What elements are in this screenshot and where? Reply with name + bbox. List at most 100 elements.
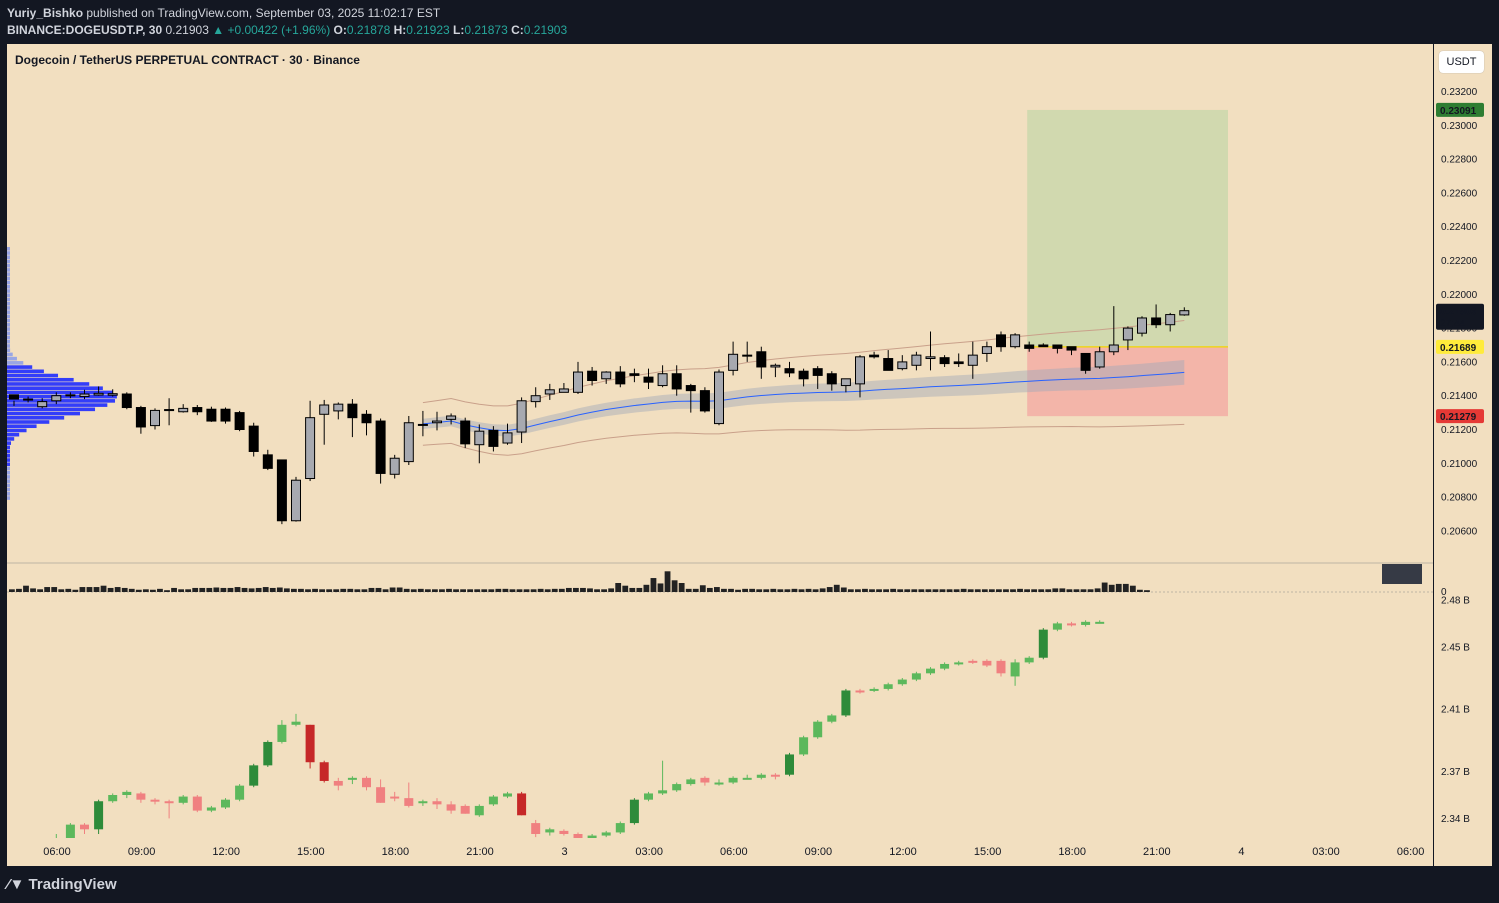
- candle-body: [474, 430, 485, 446]
- tradingview-logo[interactable]: ⁄▼ TradingView: [7, 876, 117, 893]
- volume-bar: [883, 589, 889, 592]
- volume-bar: [241, 587, 248, 592]
- volume-profile-row: [7, 382, 90, 386]
- candle-body: [192, 407, 203, 413]
- volume-bar: [171, 587, 177, 592]
- axis-corner: [1434, 838, 1492, 866]
- volume-bar: [283, 588, 290, 592]
- oi-candle: [756, 774, 766, 778]
- candle-body: [347, 403, 358, 419]
- price-tick-label: 0.20800: [1441, 493, 1478, 504]
- candle-body: [714, 371, 724, 425]
- volume-bar: [1038, 589, 1045, 592]
- volume-bar: [770, 588, 777, 592]
- candle-body: [9, 394, 19, 400]
- volume-bar: [72, 589, 79, 592]
- volume-profile-row: [7, 339, 10, 344]
- price-axis-canvas[interactable]: 0.23200 0.23000 0.22800 0.22600 0.22400 0.222…: [1434, 44, 1492, 838]
- time-tick-label: 18:00: [382, 846, 410, 858]
- volume-bar: [537, 588, 544, 592]
- volume-bar: [608, 588, 615, 592]
- volume-bar: [220, 587, 227, 592]
- oi-candle: [883, 684, 893, 689]
- volume-profile-row: [7, 496, 10, 500]
- volume-profile-row: [7, 280, 10, 285]
- price-tick-label: 0.23000: [1441, 121, 1478, 132]
- currency-button[interactable]: USDT: [1439, 51, 1484, 73]
- candle-body: [629, 373, 640, 376]
- volume-bar: [573, 587, 579, 592]
- chart-pane[interactable]: Dogecoin / TetherUS PERPETUAL CONTRACT ·…: [7, 44, 1433, 838]
- volume-bar: [467, 589, 474, 592]
- candle-body: [939, 357, 950, 365]
- volume-bar: [862, 588, 868, 592]
- volume-bar: [44, 587, 51, 592]
- volume-bar: [551, 588, 558, 592]
- volume-bar: [453, 589, 459, 592]
- stop-badge: [1436, 409, 1484, 424]
- candle-body: [996, 334, 1006, 348]
- oi-candle: [503, 793, 512, 797]
- volume-profile-row: [7, 335, 10, 340]
- volume-bar: [403, 588, 410, 592]
- oi-candle: [446, 804, 456, 811]
- volume-bar: [86, 587, 93, 592]
- volume-bar: [347, 588, 354, 592]
- chart-canvas[interactable]: [7, 44, 1433, 838]
- volume-bar: [742, 588, 748, 592]
- stop-zone: [1027, 346, 1228, 417]
- oi-candle: [1010, 662, 1020, 677]
- candle-body: [220, 408, 231, 422]
- volume-bar: [904, 589, 911, 592]
- publish-line: Yuriy_Bishko published on TradingView.co…: [7, 6, 440, 20]
- oi-candle: [897, 679, 907, 685]
- candle-body: [1108, 344, 1119, 353]
- logo-text: TradingView: [28, 876, 117, 893]
- volume-bar: [812, 589, 819, 592]
- volume-bar: [692, 588, 699, 592]
- volume-bar: [1122, 583, 1129, 592]
- candle-body: [869, 354, 880, 358]
- author-name[interactable]: Yuriy_Bishko: [7, 6, 84, 20]
- volume-bar: [30, 588, 36, 592]
- volume-profile-row: [7, 483, 10, 488]
- volume-profile-row: [7, 369, 44, 374]
- volume-bar: [580, 587, 586, 592]
- price-tick-label: 0.22400: [1441, 222, 1478, 233]
- volume-bar: [16, 588, 22, 592]
- volume-bar: [523, 589, 530, 592]
- volume-bar: [396, 587, 403, 592]
- candle-body: [615, 371, 626, 385]
- volume-bar: [974, 589, 981, 592]
- candle-body: [742, 354, 753, 357]
- chart-header: Yuriy_Bishko published on TradingView.co…: [0, 0, 1499, 43]
- candle-body: [1024, 344, 1035, 349]
- oi-candle: [333, 780, 343, 786]
- candle-body: [573, 371, 583, 393]
- volume-profile-row: [7, 403, 108, 407]
- volume-profile-row: [7, 487, 10, 492]
- candle-body: [530, 395, 541, 403]
- oi-tick-label: 2.37 B: [1441, 767, 1470, 778]
- oi-candle: [150, 799, 160, 802]
- candle-body: [23, 398, 34, 401]
- volume-profile-row: [7, 314, 10, 319]
- time-axis-canvas[interactable]: 06:00 09:00 12:00 15:00 18:00 21:00 3 03:00 06:0…: [7, 838, 1433, 866]
- volume-bar: [1003, 589, 1009, 592]
- price-axis[interactable]: USDT 0.23200 0.23000 0.22800 0.22600 0.22400…: [1434, 44, 1492, 838]
- candle-body: [516, 400, 527, 433]
- volume-bar: [199, 587, 206, 592]
- time-tick-label: 18:00: [1058, 846, 1086, 858]
- oi-candle: [644, 793, 653, 800]
- footer: ⁄▼ TradingView: [0, 866, 1499, 903]
- time-axis[interactable]: 06:00 09:00 12:00 15:00 18:00 21:00 3 03:00 06:0…: [7, 838, 1433, 866]
- volume-profile-row: [7, 365, 33, 369]
- volume-profile-row: [7, 458, 10, 462]
- volume-bar: [23, 585, 29, 592]
- oi-candle: [319, 762, 329, 781]
- volume-bar: [446, 588, 452, 592]
- oi-candle: [418, 801, 428, 804]
- candle-body: [897, 361, 908, 370]
- volume-bar: [530, 589, 537, 592]
- time-tick-label: 15:00: [297, 846, 325, 858]
